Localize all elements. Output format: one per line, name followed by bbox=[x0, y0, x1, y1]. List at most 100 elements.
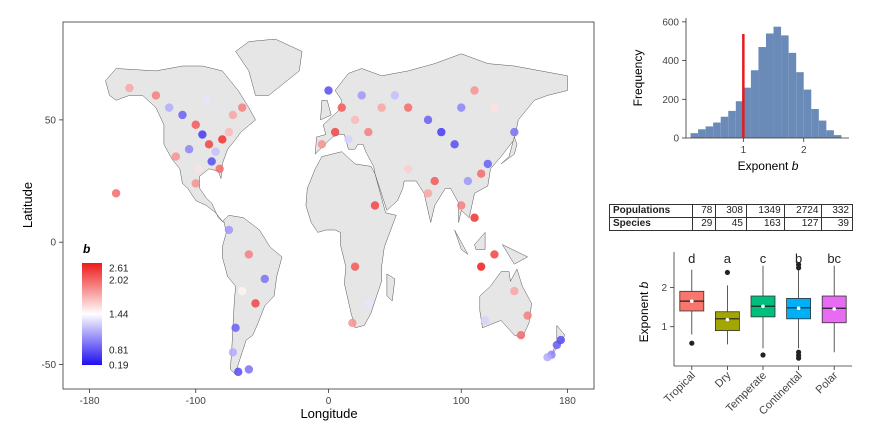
histogram-bar bbox=[765, 33, 774, 138]
map-point bbox=[364, 299, 373, 308]
map-point bbox=[364, 127, 373, 137]
map-point bbox=[476, 169, 486, 178]
map-point bbox=[470, 86, 479, 95]
table-cell: 308 bbox=[715, 204, 747, 218]
box-mean-point bbox=[690, 299, 694, 303]
map-point bbox=[224, 225, 234, 235]
box-group: bc bbox=[821, 251, 847, 353]
y-tick-label: 0 bbox=[673, 134, 679, 145]
legend-colorbar bbox=[82, 263, 102, 365]
map-point bbox=[516, 330, 526, 340]
histogram-bar bbox=[690, 133, 699, 138]
histogram-bar bbox=[803, 89, 812, 138]
box-outlier bbox=[796, 261, 802, 268]
map-point bbox=[403, 103, 413, 112]
table-cell: 2724 bbox=[783, 204, 823, 218]
table-cell: 1349 bbox=[745, 204, 785, 218]
map-point bbox=[476, 262, 486, 271]
map-point bbox=[244, 365, 254, 374]
histogram-bar bbox=[781, 35, 789, 138]
map-point bbox=[490, 250, 499, 259]
x-tick-label: Polar bbox=[814, 369, 841, 396]
box-mean-point bbox=[761, 304, 765, 309]
x-tick-label: 2 bbox=[801, 145, 807, 156]
continent-shape bbox=[235, 38, 303, 96]
histogram-bars bbox=[690, 26, 842, 138]
box-outlier bbox=[689, 340, 695, 346]
map-point bbox=[324, 86, 333, 95]
y-tick-label: 200 bbox=[662, 95, 679, 106]
map-point bbox=[317, 140, 327, 149]
map-point bbox=[423, 189, 433, 198]
x-tick-label: 1 bbox=[741, 145, 747, 156]
map-point bbox=[178, 110, 187, 120]
map-point bbox=[483, 159, 492, 169]
histogram-bar bbox=[833, 135, 842, 138]
histogram-bar bbox=[743, 87, 751, 138]
map-point bbox=[211, 147, 220, 156]
continent-shape bbox=[105, 65, 256, 223]
table-cell: 39 bbox=[821, 217, 853, 231]
map-point bbox=[423, 115, 433, 125]
map-point bbox=[350, 262, 360, 271]
histogram-bar bbox=[728, 110, 736, 138]
sample-size-table: Populations 78 308 1349 2724 332 Species… bbox=[609, 204, 853, 231]
box-group: c bbox=[750, 251, 776, 358]
continent-shape bbox=[500, 136, 518, 165]
boxplot-y-ticks: 12 bbox=[661, 283, 674, 333]
map-point bbox=[470, 213, 479, 222]
axis-label-part: Exponent bbox=[738, 159, 789, 173]
map-point bbox=[244, 250, 254, 259]
world-landmass bbox=[105, 38, 568, 375]
table-cell: 163 bbox=[745, 217, 785, 231]
table-cell: 29 bbox=[691, 217, 717, 231]
histogram-bar bbox=[773, 26, 782, 138]
map-point bbox=[215, 164, 224, 173]
map-y-axis-label: Latitude bbox=[20, 182, 35, 228]
legend-title: b bbox=[83, 242, 90, 256]
y-tick-label: 2 bbox=[661, 283, 667, 294]
map-y-axis: -50 0 50 bbox=[42, 115, 63, 371]
y-tick-label: 400 bbox=[662, 56, 679, 67]
boxplot-y-axis-label: Exponent b bbox=[637, 281, 651, 342]
y-tick-label: -50 bbox=[42, 360, 57, 371]
box-mean-point bbox=[832, 307, 836, 311]
map-point bbox=[194, 164, 203, 173]
map-point bbox=[480, 316, 490, 325]
map-point bbox=[231, 323, 240, 333]
map-points bbox=[111, 83, 566, 377]
x-tick-label: 0 bbox=[326, 396, 332, 407]
legend-ticks: 2.612.02 1.44 0.81 0.19 bbox=[109, 264, 129, 372]
x-tick-label: 180 bbox=[559, 396, 576, 407]
histogram-bar bbox=[735, 101, 744, 138]
map-point bbox=[184, 145, 194, 154]
map-x-axis: -180 -100 0 100 180 bbox=[80, 389, 576, 407]
map-point bbox=[450, 140, 459, 149]
box-group: a bbox=[715, 251, 740, 345]
table-cell: 332 bbox=[821, 204, 853, 218]
histogram-bar bbox=[811, 108, 819, 138]
map-point bbox=[111, 189, 121, 198]
significance-letter: bc bbox=[827, 251, 841, 266]
box-outlier bbox=[796, 349, 802, 355]
map-point bbox=[543, 352, 552, 362]
map-point bbox=[350, 115, 360, 125]
map-point bbox=[357, 91, 366, 100]
map-point bbox=[330, 127, 340, 137]
map-point bbox=[224, 127, 234, 137]
table-row-label: Species bbox=[609, 217, 693, 231]
map-point bbox=[337, 103, 346, 112]
continent-shape bbox=[474, 231, 486, 250]
y-tick-label: 50 bbox=[45, 115, 57, 126]
x-tick-label: 100 bbox=[453, 396, 470, 407]
box-group: d bbox=[679, 251, 705, 346]
continent-shape bbox=[320, 100, 332, 121]
legend-tick-label: 0.81 bbox=[109, 346, 129, 357]
box-mean-point bbox=[725, 317, 730, 322]
map-point bbox=[377, 103, 386, 112]
map-point bbox=[198, 130, 207, 139]
box-mean-point bbox=[796, 306, 801, 311]
histogram-bar bbox=[818, 120, 827, 138]
map-point bbox=[556, 335, 566, 345]
map-point bbox=[510, 286, 519, 296]
